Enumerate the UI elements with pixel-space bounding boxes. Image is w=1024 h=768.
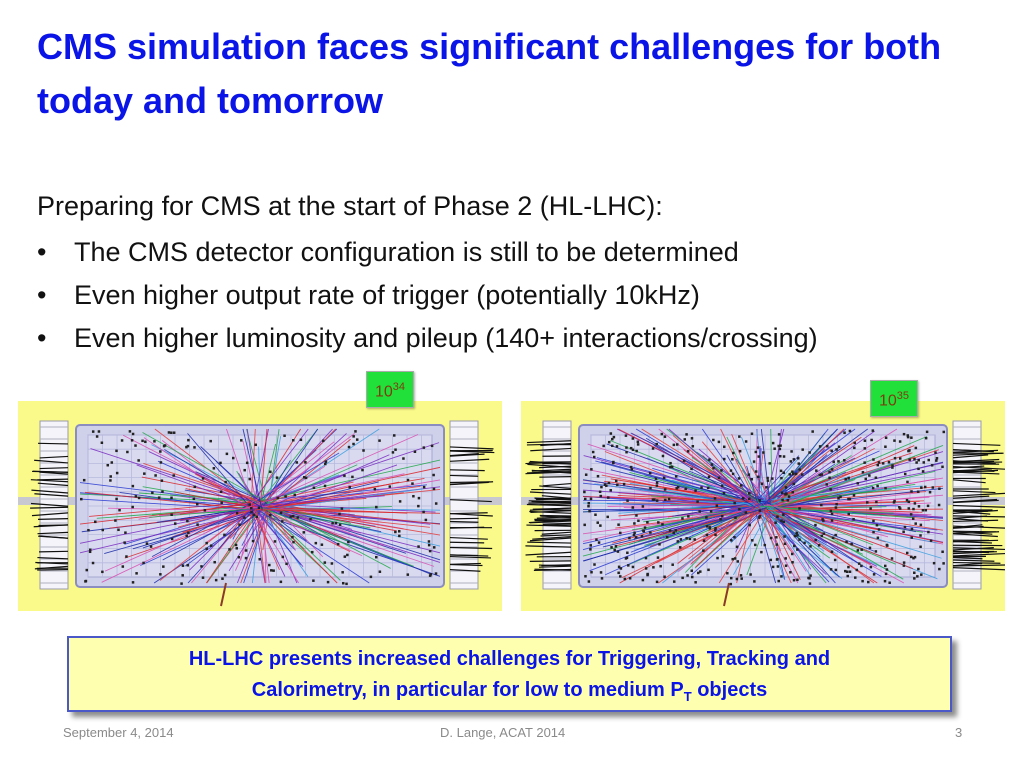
- bullet-marker: •: [37, 237, 47, 267]
- intro-text: Preparing for CMS at the start of Phase …: [37, 191, 663, 221]
- slide-title: CMS simulation faces significant challen…: [37, 26, 942, 121]
- callout-text: Calorimetry, in particular for low to me…: [251, 679, 684, 701]
- badge-exponent: 35: [896, 390, 910, 402]
- event-display-low-pileup: [18, 401, 502, 611]
- callout-line-2: Calorimetry, in particular for low to me…: [69, 675, 950, 712]
- bullet-marker: •: [37, 280, 47, 310]
- bullet-list: • The CMS detector configuration is still…: [37, 232, 818, 361]
- detector-event-image: [18, 420, 502, 607]
- badge-base: 10: [375, 383, 393, 401]
- callout-subscript: T: [683, 689, 692, 704]
- callout-line-1: HL-LHC presents increased challenges for…: [188, 648, 831, 670]
- footer-author: D. Lange, ACAT 2014: [440, 725, 566, 740]
- bullet-text: Even higher luminosity and pileup (140+ …: [74, 323, 818, 353]
- callout-text: objects: [691, 679, 768, 701]
- luminosity-badge: 1035: [870, 380, 919, 418]
- footer-page-number: 3: [955, 725, 963, 740]
- bullet-item: • Even higher luminosity and pileup (140+…: [37, 318, 818, 361]
- summary-callout: HL-LHC presents increased challenges for…: [67, 636, 952, 712]
- bullet-text: The CMS detector configuration is still …: [74, 237, 739, 267]
- bullet-marker: •: [37, 323, 47, 353]
- bullet-text: Even higher output rate of trigger (pote…: [74, 280, 700, 310]
- event-display-high-pileup: [521, 401, 1005, 611]
- badge-exponent: 34: [392, 381, 406, 393]
- badge-base: 10: [879, 392, 897, 410]
- bullet-item: • The CMS detector configuration is still…: [37, 232, 818, 275]
- luminosity-badge: 1034: [366, 371, 415, 409]
- detector-event-image: [521, 420, 1005, 607]
- footer-date: September 4, 2014: [63, 725, 174, 740]
- bullet-item: • Even higher output rate of trigger (pot…: [37, 275, 818, 318]
